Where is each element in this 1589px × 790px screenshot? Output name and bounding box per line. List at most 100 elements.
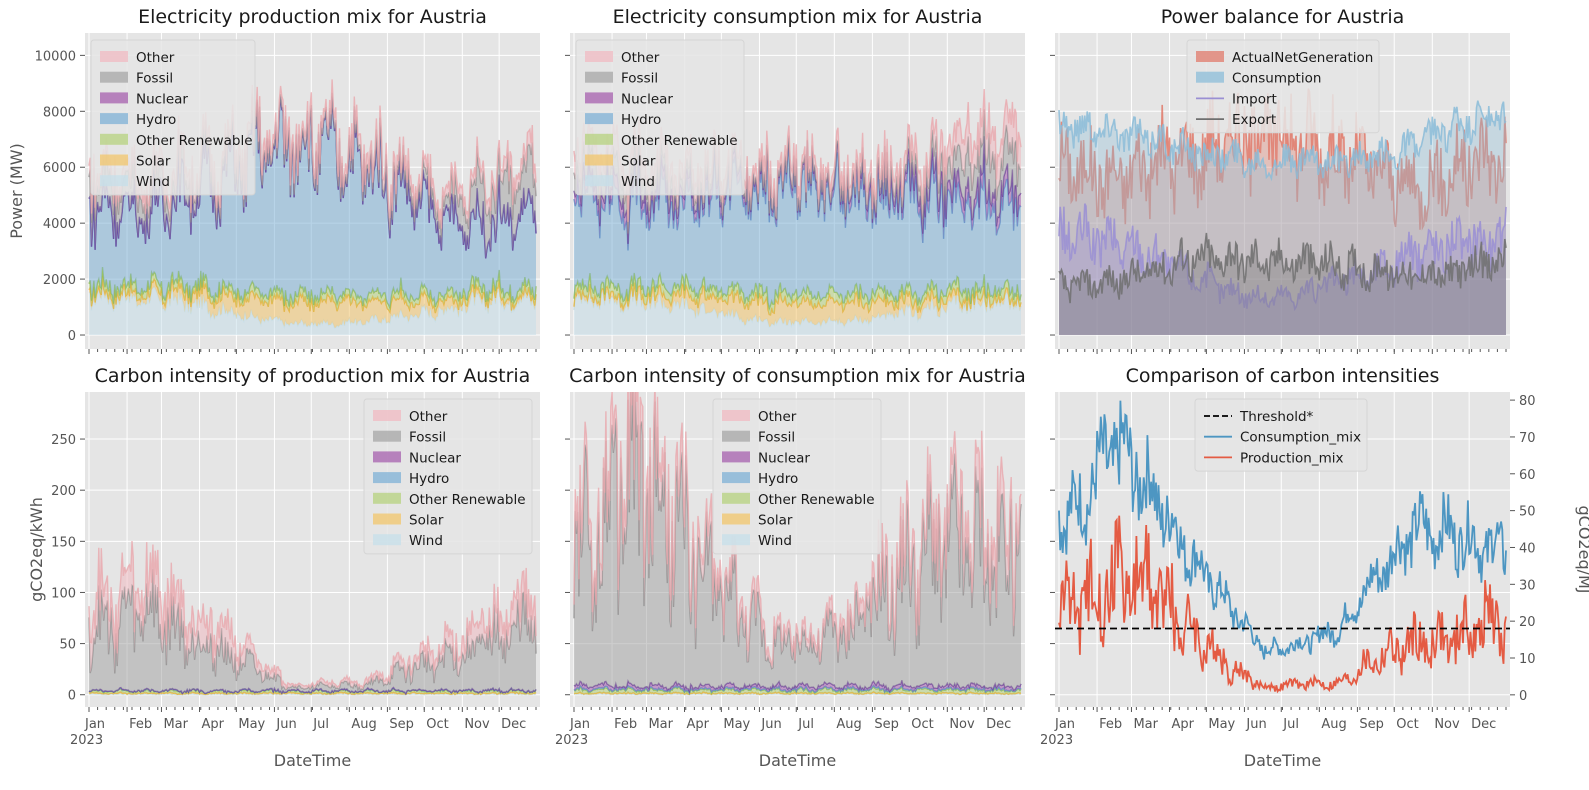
x-tick-label: Dec bbox=[986, 717, 1011, 732]
legend-label: ActualNetGeneration bbox=[1232, 50, 1373, 66]
legend: Other Fossil Nuclear Hydro Other Renewable So… bbox=[712, 398, 882, 555]
legend-label: Hydro bbox=[409, 471, 449, 487]
x-tick-label: Aug bbox=[836, 717, 861, 732]
plot-content bbox=[1055, 400, 1510, 694]
y-tick-label: 4000 bbox=[43, 217, 76, 232]
legend-swatch bbox=[373, 472, 401, 484]
x-tick-label: Sep bbox=[1359, 717, 1384, 732]
legend-label: Import bbox=[1232, 91, 1277, 107]
x-tick-label: Nov bbox=[949, 717, 975, 732]
x-tick-label: Jan bbox=[569, 717, 590, 732]
legend-swatch bbox=[373, 430, 401, 442]
area-other bbox=[574, 89, 1021, 234]
y-tick-label: 200 bbox=[51, 484, 76, 499]
x-tick-label: Apr bbox=[687, 717, 710, 732]
legend-label: Hydro bbox=[621, 112, 661, 128]
x-tick-label: Jun bbox=[275, 717, 296, 732]
y2-tick-label: 60 bbox=[1519, 468, 1536, 483]
x-tick-label: May bbox=[238, 717, 265, 732]
plot-content bbox=[88, 79, 537, 336]
line-production-mix bbox=[1058, 515, 1507, 694]
x-axis-label: DateTime bbox=[1244, 751, 1321, 770]
legend-label: Nuclear bbox=[758, 450, 810, 466]
chart-title: Power balance for Austria bbox=[1161, 6, 1405, 28]
line-import bbox=[1058, 203, 1507, 312]
legend-swatch bbox=[100, 51, 128, 62]
legend: Other Fossil Nuclear Hydro Other Renewable So… bbox=[363, 398, 533, 555]
y2-tick-label: 50 bbox=[1519, 505, 1536, 520]
y-tick-label: 6000 bbox=[43, 161, 76, 176]
x-axis-label: DateTime bbox=[274, 751, 351, 770]
legend: Other Fossil Nuclear Hydro Other Renewable So… bbox=[90, 39, 256, 196]
plot-content bbox=[573, 88, 1022, 336]
area-hydro bbox=[574, 145, 1021, 309]
legend-label: Production_mix bbox=[1240, 450, 1343, 466]
x-tick-label: Oct bbox=[426, 717, 448, 732]
line-consumption bbox=[1058, 100, 1507, 182]
legend-label: Solar bbox=[621, 154, 656, 170]
legend-label: Export bbox=[1232, 112, 1276, 128]
legend-box bbox=[712, 398, 882, 555]
x-tick-label: Mar bbox=[163, 717, 188, 732]
legend-label: Solar bbox=[409, 513, 444, 529]
x-tick-label: Dec bbox=[501, 717, 526, 732]
x-tick-label: Oct bbox=[911, 717, 933, 732]
chart-title: Comparison of carbon intensities bbox=[1126, 365, 1440, 387]
legend-label: Wind bbox=[409, 533, 443, 549]
y-tick-label: 100 bbox=[51, 586, 76, 601]
x-tick-label: Feb bbox=[614, 717, 637, 732]
legend-swatch bbox=[722, 430, 750, 442]
chart-panel-3: Power balance for Austria ActualNetGenera… bbox=[1050, 6, 1510, 354]
y2-axis: 0 10 20 30 40 50 60 70 80 gCO2eq/MJ bbox=[1510, 394, 1589, 704]
legend-label: Solar bbox=[136, 154, 171, 170]
y2-tick-label: 30 bbox=[1519, 578, 1536, 593]
legend: Other Fossil Nuclear Hydro Other Renewable So… bbox=[575, 39, 745, 196]
legend-swatch bbox=[100, 175, 128, 187]
legend-swatch bbox=[100, 113, 128, 125]
x-year-label: 2023 bbox=[555, 733, 588, 748]
x-tick-label: Jan bbox=[1054, 717, 1075, 732]
chart-title: Electricity production mix for Austria bbox=[138, 6, 487, 28]
legend-swatch bbox=[585, 175, 613, 187]
legend-box bbox=[1186, 39, 1380, 134]
legend-swatch bbox=[722, 534, 750, 546]
x-tick-label: Dec bbox=[1471, 717, 1496, 732]
legend-label: Hydro bbox=[136, 112, 176, 128]
y-tick-label: 50 bbox=[59, 638, 76, 653]
y2-tick-label: 40 bbox=[1519, 541, 1536, 556]
x-tick-label: Aug bbox=[351, 717, 376, 732]
y-tick-label: 2000 bbox=[43, 273, 76, 288]
legend-box bbox=[90, 39, 256, 196]
legend-swatch bbox=[585, 154, 613, 166]
chart-panel-5: Carbon intensity of consumption mix for … bbox=[555, 365, 1026, 770]
x-tick-label: May bbox=[723, 717, 750, 732]
x-tick-label: Apr bbox=[202, 717, 225, 732]
area-actualnetgeneration bbox=[1059, 88, 1506, 336]
chart-title: Electricity consumption mix for Austria bbox=[613, 6, 983, 28]
legend: Threshold* Consumption_mix Production_mix bbox=[1194, 398, 1368, 472]
legend-label: Consumption_mix bbox=[1240, 430, 1361, 446]
y-axis: 0 2000 4000 6000 8000 10000 bbox=[35, 49, 85, 344]
x-tick-label: Jul bbox=[1282, 717, 1299, 732]
legend-label: Fossil bbox=[136, 71, 173, 87]
y-tick-label: 250 bbox=[51, 433, 76, 448]
x-tick-label: Jan bbox=[84, 717, 105, 732]
x-tick-label: May bbox=[1208, 717, 1235, 732]
y2-tick-label: 0 bbox=[1519, 689, 1527, 704]
x-tick-label: Sep bbox=[874, 717, 899, 732]
legend-label: Fossil bbox=[758, 430, 795, 446]
x-tick-label: Mar bbox=[648, 717, 673, 732]
legend-swatch bbox=[373, 451, 401, 463]
chart-panel-4: Carbon intensity of production mix for A… bbox=[27, 365, 540, 770]
legend-label: Solar bbox=[758, 513, 793, 529]
x-tick-label: Mar bbox=[1133, 717, 1158, 732]
line-actualnetgeneration bbox=[1058, 88, 1507, 231]
legend-label: Nuclear bbox=[409, 450, 461, 466]
x-tick-label: Jul bbox=[797, 717, 814, 732]
legend-swatch bbox=[100, 133, 128, 145]
legend-swatch bbox=[585, 51, 613, 62]
y-tick-label: 10000 bbox=[35, 49, 76, 64]
y2-tick-label: 20 bbox=[1519, 615, 1536, 630]
y-tick-label: 0 bbox=[68, 329, 76, 344]
